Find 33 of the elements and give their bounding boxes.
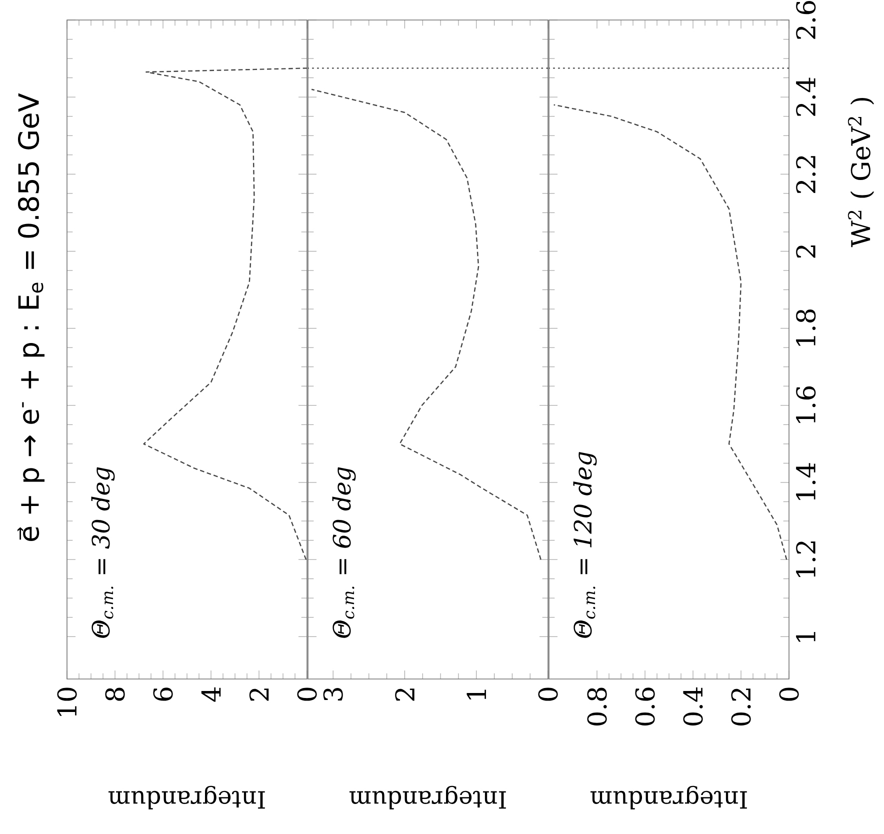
- x-tick-label: 6: [153, 688, 173, 701]
- x-tick-label: 0.2: [731, 688, 751, 726]
- y-tick-label: 1.2: [796, 541, 816, 577]
- x-tick-label: 3: [323, 688, 343, 701]
- line-series: [553, 104, 788, 560]
- x-axis-title: Integrandum: [108, 786, 265, 810]
- x-tick-label: 2: [249, 688, 269, 701]
- y-axis-title: W$^{2}$ ( GeV$^{2}$ ): [848, 98, 874, 248]
- y-tick-label: 2.2: [796, 156, 816, 193]
- x-axis-title: Integrandum: [350, 786, 506, 810]
- y-tick-label: 2.4: [796, 78, 816, 116]
- y-tick-label: 2: [796, 246, 816, 258]
- x-tick-label: 0.6: [635, 688, 655, 726]
- x-tick-label: 10: [57, 688, 77, 716]
- x-tick-label: 0: [538, 688, 558, 701]
- y-tick-label: 1.8: [796, 309, 816, 346]
- y-tick-label: 2.6: [796, 1, 816, 39]
- x-tick-label: 8: [105, 688, 125, 701]
- x-tick-label: 0.4: [683, 687, 703, 726]
- text: e⃗ + p → e$^{-}$ + p : E$_{e}$ = 0.855 GeV: [18, 93, 45, 542]
- y-tick-label: 1.4: [796, 463, 816, 500]
- y-tick-label: 1.6: [796, 386, 816, 423]
- annotation: Θ$_{c.m.}$ = 60 deg: [332, 467, 356, 638]
- annotation: Θ$_{c.m.}$ = 120 deg: [573, 452, 597, 638]
- x-tick-label: 0.8: [587, 688, 607, 726]
- x-tick-label: 0: [297, 688, 317, 701]
- x-tick-label: 1: [466, 690, 486, 700]
- y-tick-label: 1: [796, 632, 816, 642]
- x-tick-label: 2: [395, 688, 414, 701]
- x-tick-label: 0: [779, 688, 799, 701]
- x-axis-title: Integrandum: [590, 786, 747, 810]
- annotation: Θ$_{c.m.}$ = 30 deg: [91, 467, 115, 638]
- x-tick-label: 4: [201, 687, 221, 702]
